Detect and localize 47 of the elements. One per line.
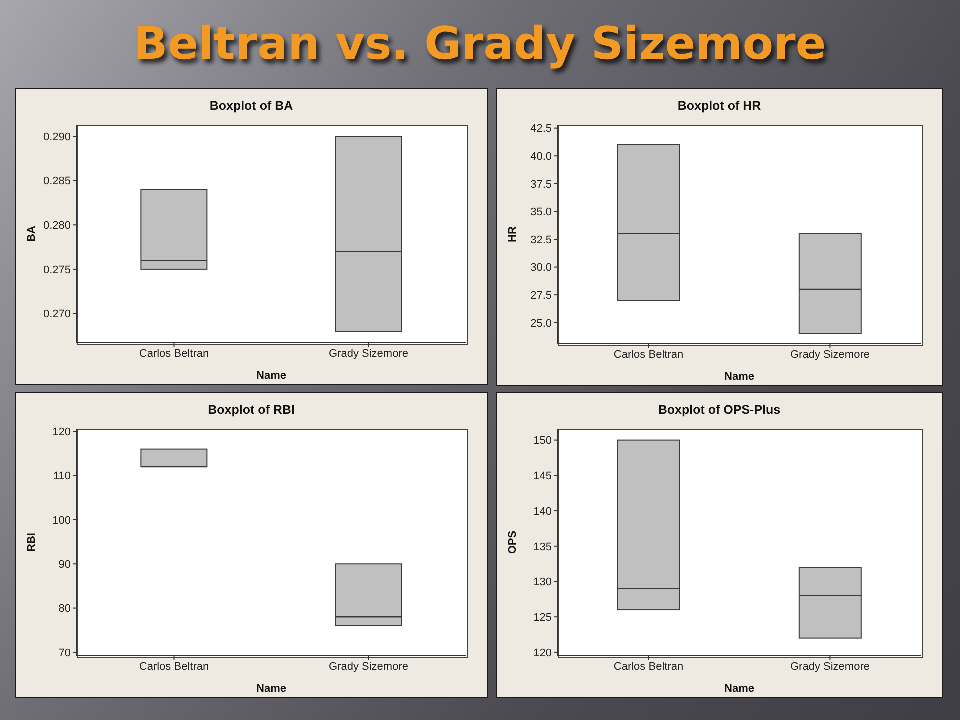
y-tick-label: 120 xyxy=(534,647,552,660)
y-axis-title: OPS xyxy=(506,530,519,554)
y-tick-label: 42.5 xyxy=(530,123,552,136)
x-tick-label: Carlos Beltran xyxy=(614,348,684,361)
y-tick-label: 25.0 xyxy=(530,318,552,330)
y-tick-label: 130 xyxy=(534,576,552,589)
chart-title: Boxplot of HR xyxy=(676,99,762,113)
chart-title: Boxplot of OPS-Plus xyxy=(657,403,782,417)
x-tick-label: Grady Sizemore xyxy=(329,348,408,360)
y-axis-title: HR xyxy=(506,226,519,242)
y-tick-label: 135 xyxy=(534,541,552,554)
y-tick-label: 90 xyxy=(58,559,71,572)
y-tick-label: 80 xyxy=(58,603,71,616)
y-tick-label: 0.275 xyxy=(43,264,71,276)
y-tick-label: 30.0 xyxy=(530,262,552,274)
y-tick-label: 40.0 xyxy=(530,151,552,164)
y-tick-label: 35.0 xyxy=(530,206,552,219)
x-tick-label: Grady Sizemore xyxy=(329,660,408,673)
x-tick-label: Carlos Beltran xyxy=(139,348,210,360)
chart-title: Boxplot of BA xyxy=(208,99,294,113)
y-tick-label: 32.5 xyxy=(530,234,552,246)
y-tick-label: 140 xyxy=(534,506,552,518)
y-tick-label: 70 xyxy=(58,647,71,660)
y-tick-label: 150 xyxy=(534,435,552,448)
y-tick-label: 110 xyxy=(53,470,71,483)
y-tick-label: 0.290 xyxy=(43,131,71,144)
y-tick-label: 0.285 xyxy=(43,176,71,188)
x-tick-label: Carlos Beltran xyxy=(139,660,210,673)
text: Beltran vs. Grady Sizemore xyxy=(132,16,828,72)
y-tick-label: 0.270 xyxy=(43,308,71,321)
y-tick-label: 145 xyxy=(534,470,552,483)
y-tick-label: 37.5 xyxy=(530,178,552,191)
y-tick-label: 0.280 xyxy=(43,220,71,232)
x-axis-title: Name xyxy=(724,683,754,695)
chart-title: Boxplot of RBI xyxy=(207,403,296,417)
y-axis-title: RBI xyxy=(26,533,38,552)
x-tick-label: Grady Sizemore xyxy=(790,348,870,361)
x-tick-label: Grady Sizemore xyxy=(790,660,870,673)
y-tick-label: 27.5 xyxy=(530,290,552,302)
y-axis-title: BA xyxy=(26,226,38,242)
y-tick-label: 120 xyxy=(52,426,71,439)
x-axis-title: Name xyxy=(724,371,754,383)
x-axis-title: Name xyxy=(256,370,286,382)
y-tick-label: 125 xyxy=(534,612,552,624)
x-axis-title: Name xyxy=(256,683,286,695)
y-tick-label: 100 xyxy=(52,514,71,527)
x-tick-label: Carlos Beltran xyxy=(614,660,684,673)
